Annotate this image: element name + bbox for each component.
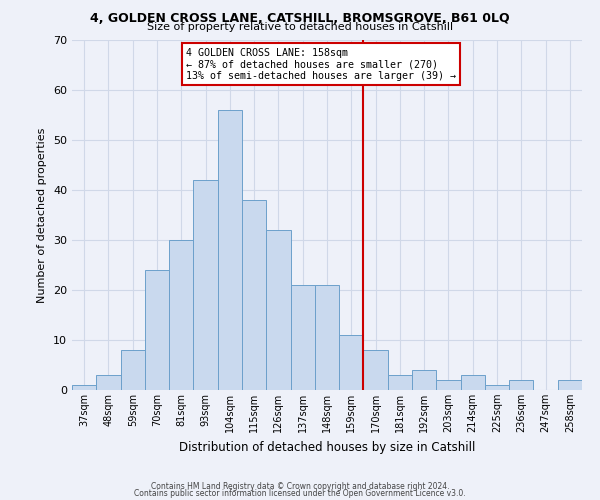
Bar [242, 200, 266, 390]
Bar [461, 375, 485, 390]
Bar [388, 375, 412, 390]
Text: Size of property relative to detached houses in Catshill: Size of property relative to detached ho… [147, 22, 453, 32]
Bar [72, 385, 96, 390]
Bar [364, 350, 388, 390]
Text: Contains public sector information licensed under the Open Government Licence v3: Contains public sector information licen… [134, 490, 466, 498]
Text: 4 GOLDEN CROSS LANE: 158sqm
← 87% of detached houses are smaller (270)
13% of se: 4 GOLDEN CROSS LANE: 158sqm ← 87% of det… [186, 48, 456, 80]
Text: 4, GOLDEN CROSS LANE, CATSHILL, BROMSGROVE, B61 0LQ: 4, GOLDEN CROSS LANE, CATSHILL, BROMSGRO… [90, 12, 510, 26]
Y-axis label: Number of detached properties: Number of detached properties [37, 128, 47, 302]
Bar [558, 380, 582, 390]
Bar [509, 380, 533, 390]
Bar [169, 240, 193, 390]
Bar [266, 230, 290, 390]
Bar [145, 270, 169, 390]
Bar [315, 285, 339, 390]
Bar [485, 385, 509, 390]
Text: Contains HM Land Registry data © Crown copyright and database right 2024.: Contains HM Land Registry data © Crown c… [151, 482, 449, 491]
Bar [121, 350, 145, 390]
Bar [193, 180, 218, 390]
Bar [412, 370, 436, 390]
Bar [290, 285, 315, 390]
Bar [218, 110, 242, 390]
Bar [436, 380, 461, 390]
Bar [339, 335, 364, 390]
X-axis label: Distribution of detached houses by size in Catshill: Distribution of detached houses by size … [179, 440, 475, 454]
Bar [96, 375, 121, 390]
